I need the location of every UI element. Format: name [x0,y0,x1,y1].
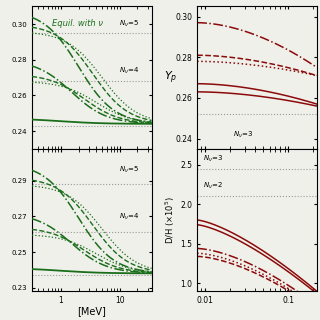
Text: $N_\nu\!=\!5$: $N_\nu\!=\!5$ [119,165,140,175]
X-axis label: [MeV]: [MeV] [77,307,106,316]
Text: $N_\nu\!=\!3$: $N_\nu\!=\!3$ [203,154,224,164]
Text: Equil. with ν: Equil. with ν [52,19,103,28]
Text: $N_\nu\!=\!4$: $N_\nu\!=\!4$ [119,212,140,222]
Text: $N_\nu\!=\!2$: $N_\nu\!=\!2$ [203,181,223,191]
Y-axis label: D/H ($\times 10^5$): D/H ($\times 10^5$) [164,196,178,244]
Y-axis label: $Y_p$: $Y_p$ [164,69,178,86]
Text: $N_\nu\!=\!4$: $N_\nu\!=\!4$ [119,65,140,76]
Text: $N_\nu\!=\!3$: $N_\nu\!=\!3$ [233,130,253,140]
Text: $N_\nu\!=\!5$: $N_\nu\!=\!5$ [119,18,140,28]
